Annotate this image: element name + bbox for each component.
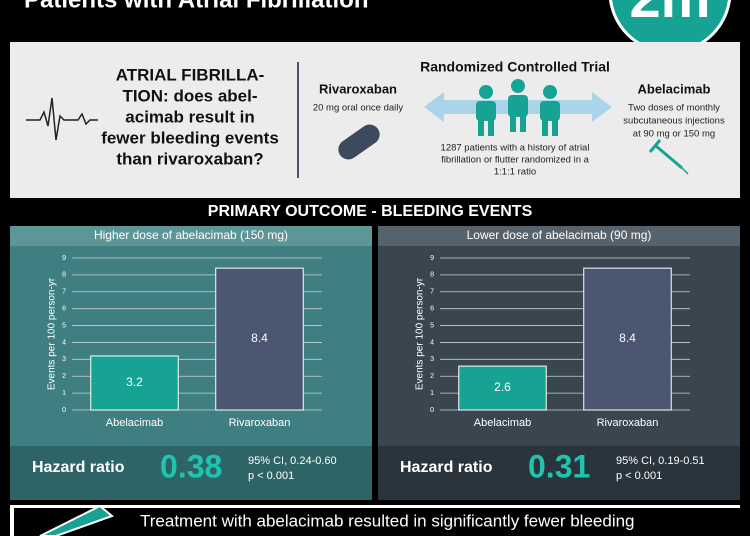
chart-title: Lower dose of abelacimab (90 mg) — [467, 228, 652, 242]
y-tick-label: 5 — [62, 322, 66, 329]
conclusion-band — [130, 508, 740, 536]
x-tick-label: Abelacimab — [106, 417, 163, 429]
value-label: 8.4 — [251, 331, 268, 345]
y-tick-label: 0 — [62, 407, 66, 414]
page-title: Patients with Atrial Fibrillation — [24, 0, 368, 13]
hazard-label: Hazard ratio — [32, 459, 125, 476]
x-tick-label: Rivaroxaban — [597, 417, 659, 429]
y-tick-label: 4 — [430, 339, 434, 346]
chart-header — [378, 226, 740, 246]
y-tick-label: 4 — [62, 339, 66, 346]
bar — [458, 365, 547, 411]
hazard-label: Hazard ratio — [400, 459, 493, 476]
question: than rivaroxaban? — [116, 149, 263, 168]
y-tick-label: 9 — [430, 255, 434, 262]
trial-description: 1:1:1 ratio — [494, 167, 536, 178]
y-tick-label: 7 — [62, 289, 66, 296]
pill-icon — [338, 124, 380, 160]
hazard-value: 0.31 — [528, 448, 590, 484]
question: TION: does abel- — [122, 86, 257, 105]
y-tick-label: 9 — [62, 255, 66, 262]
y-axis-label: Events per 100 person-yr — [47, 277, 58, 390]
x-tick-label: Rivaroxaban — [229, 417, 291, 429]
trial-description: fibrillation or flutter randomized in a — [441, 155, 590, 166]
hazard-ci: 95% CI, 0.24-0.60 — [248, 455, 337, 467]
chart-title: Higher dose of abelacimab (150 mg) — [94, 228, 288, 242]
heartbeat-icon — [26, 97, 98, 141]
y-tick-label: 8 — [62, 272, 66, 279]
bar — [215, 267, 304, 411]
hazard-p: p < 0.001 — [616, 470, 662, 482]
y-tick-label: 3 — [430, 356, 434, 363]
y-tick-label: 8 — [430, 272, 434, 279]
section-title: PRIMARY OUTCOME - BLEEDING EVENTS — [208, 203, 533, 220]
arm-name: Rivaroxaban — [319, 81, 397, 96]
y-tick-label: 6 — [62, 306, 66, 313]
chart-header — [10, 226, 372, 246]
y-tick-label: 1 — [62, 390, 66, 397]
arm-dose: at 90 mg or 150 mg — [633, 129, 715, 140]
x-tick-label: Abelacimab — [474, 417, 531, 429]
arm-dose: 20 mg oral once daily — [313, 103, 404, 114]
y-tick-label: 2 — [62, 373, 66, 380]
hazard-ci: 95% CI, 0.19-0.51 — [616, 455, 705, 467]
arm-dose: Two doses of monthly — [628, 103, 720, 114]
y-tick-label: 0 — [430, 407, 434, 414]
question: acimab result in — [125, 107, 254, 126]
y-tick-label: 2 — [430, 373, 434, 380]
hazard-panel — [10, 446, 372, 500]
conclusion: Treatment with abelacimab resulted in si… — [140, 511, 635, 530]
people-icon — [424, 79, 612, 136]
pen-icon — [39, 504, 114, 536]
bar — [90, 355, 179, 411]
y-tick-label: 3 — [62, 356, 66, 363]
value-label: 8.4 — [619, 331, 636, 345]
study-panel — [10, 42, 740, 198]
trial-description: 1287 patients with a history of atrial — [441, 143, 590, 154]
y-tick-label: 1 — [430, 390, 434, 397]
logo-text: 2m — [630, 0, 711, 29]
y-tick-label: 6 — [430, 306, 434, 313]
syringe-icon — [648, 139, 689, 175]
value-label: 2.6 — [494, 380, 511, 394]
trial-title: Randomized Controlled Trial — [420, 59, 610, 75]
question: fewer bleeding events — [101, 128, 279, 147]
y-tick-label: 7 — [430, 289, 434, 296]
y-tick-label: 5 — [430, 322, 434, 329]
value-label: 3.2 — [126, 375, 143, 389]
arm-dose: subcutaneous injections — [623, 116, 725, 127]
hazard-panel — [378, 446, 740, 500]
hazard-p: p < 0.001 — [248, 470, 294, 482]
y-axis-label: Events per 100 person-yr — [415, 277, 426, 390]
arm-name: Abelacimab — [638, 81, 711, 96]
question: ATRIAL FIBRILLA- — [116, 65, 265, 84]
bar — [583, 267, 672, 411]
hazard-value: 0.38 — [160, 448, 222, 484]
